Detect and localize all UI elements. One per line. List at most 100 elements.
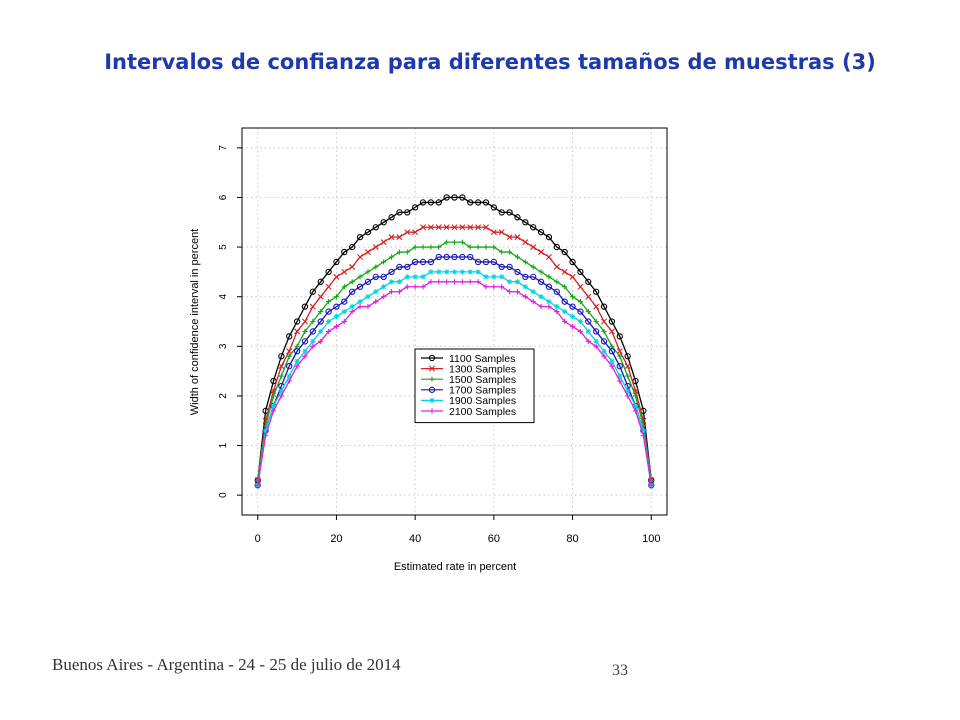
data-point bbox=[538, 294, 544, 300]
data-point bbox=[522, 284, 528, 290]
data-point bbox=[294, 343, 300, 349]
data-point bbox=[562, 284, 568, 290]
data-point bbox=[302, 328, 308, 335]
data-point bbox=[420, 274, 426, 280]
x-tick-label: 20 bbox=[330, 533, 342, 545]
data-point bbox=[444, 269, 450, 275]
data-point bbox=[569, 273, 576, 280]
data-point bbox=[577, 268, 584, 276]
data-point bbox=[444, 279, 450, 285]
data-point bbox=[530, 264, 536, 270]
data-point bbox=[617, 373, 623, 379]
data-point bbox=[577, 318, 584, 325]
legend-label: 1100 Samples bbox=[449, 353, 515, 365]
legend-entry: 1100 Samples bbox=[421, 353, 515, 365]
data-point bbox=[443, 224, 450, 231]
data-point bbox=[474, 258, 482, 266]
data-point bbox=[333, 323, 340, 330]
data-point bbox=[404, 274, 410, 280]
data-point bbox=[506, 263, 513, 271]
data-point bbox=[388, 254, 395, 260]
data-point bbox=[301, 318, 308, 325]
data-point bbox=[333, 273, 340, 280]
data-point bbox=[491, 274, 497, 280]
data-point bbox=[443, 194, 450, 201]
data-point bbox=[490, 204, 498, 211]
data-point bbox=[436, 269, 442, 275]
data-point bbox=[420, 224, 427, 231]
y-tick-label: 3 bbox=[218, 343, 229, 349]
data-point bbox=[293, 318, 301, 325]
x-tick-label: 100 bbox=[642, 533, 660, 545]
x-axis-label: Estimated rate in percent bbox=[394, 561, 516, 573]
data-point bbox=[569, 294, 576, 300]
data-point bbox=[585, 293, 592, 300]
data-point bbox=[325, 308, 332, 315]
data-point bbox=[616, 333, 623, 340]
data-point bbox=[522, 259, 528, 265]
data-point bbox=[357, 299, 363, 305]
data-point bbox=[585, 308, 591, 315]
data-point bbox=[459, 239, 465, 245]
data-point bbox=[585, 318, 592, 325]
data-point bbox=[561, 268, 568, 275]
legend-label: 1500 Samples bbox=[449, 374, 516, 386]
data-point bbox=[381, 294, 387, 300]
data-point bbox=[585, 278, 592, 285]
data-point bbox=[429, 408, 435, 414]
data-point bbox=[372, 244, 379, 251]
data-point bbox=[380, 239, 387, 246]
data-point bbox=[411, 204, 419, 211]
data-point bbox=[428, 354, 436, 362]
data-point bbox=[482, 199, 490, 206]
data-point bbox=[263, 428, 269, 434]
data-point bbox=[546, 299, 552, 305]
data-point bbox=[530, 224, 537, 231]
data-point bbox=[341, 248, 348, 256]
axis-layer: 0 20 40 60 80 100 0 1 2 3 4 5 6 7 bbox=[218, 145, 660, 545]
data-point bbox=[609, 363, 615, 369]
data-point bbox=[545, 234, 553, 241]
data-point bbox=[514, 279, 521, 285]
y-tick-label: 4 bbox=[218, 293, 229, 299]
data-point bbox=[451, 239, 458, 245]
data-point bbox=[294, 328, 301, 335]
legend-entry: 2100 Samples bbox=[421, 406, 516, 418]
data-point bbox=[380, 273, 387, 280]
data-point bbox=[609, 343, 615, 349]
data-point bbox=[506, 209, 513, 216]
data-point bbox=[498, 263, 505, 271]
data-point bbox=[428, 386, 436, 393]
data-point bbox=[601, 353, 607, 359]
data-point bbox=[341, 284, 347, 290]
data-point bbox=[396, 249, 403, 255]
data-point bbox=[459, 224, 466, 231]
data-point bbox=[380, 219, 387, 226]
data-point bbox=[357, 274, 363, 280]
data-point bbox=[514, 254, 521, 260]
data-point bbox=[459, 253, 466, 261]
x-tick-label: 60 bbox=[488, 533, 500, 545]
data-point bbox=[293, 348, 301, 355]
data-point bbox=[396, 263, 403, 271]
data-point bbox=[301, 303, 309, 310]
data-point bbox=[412, 284, 418, 290]
data-point bbox=[412, 244, 418, 250]
data-point bbox=[294, 363, 300, 369]
data-point bbox=[419, 258, 427, 266]
data-point bbox=[404, 249, 410, 255]
data-point bbox=[522, 239, 529, 246]
data-point bbox=[593, 303, 600, 310]
data-point bbox=[309, 303, 316, 310]
data-point bbox=[625, 388, 631, 394]
data-point bbox=[333, 294, 340, 300]
data-point bbox=[263, 433, 269, 439]
data-point bbox=[467, 199, 474, 206]
data-point bbox=[546, 304, 552, 310]
data-point bbox=[459, 269, 465, 275]
data-point bbox=[278, 388, 284, 394]
data-point bbox=[317, 318, 324, 325]
data-point bbox=[318, 308, 324, 315]
data-point bbox=[562, 318, 568, 325]
data-point bbox=[577, 299, 584, 305]
